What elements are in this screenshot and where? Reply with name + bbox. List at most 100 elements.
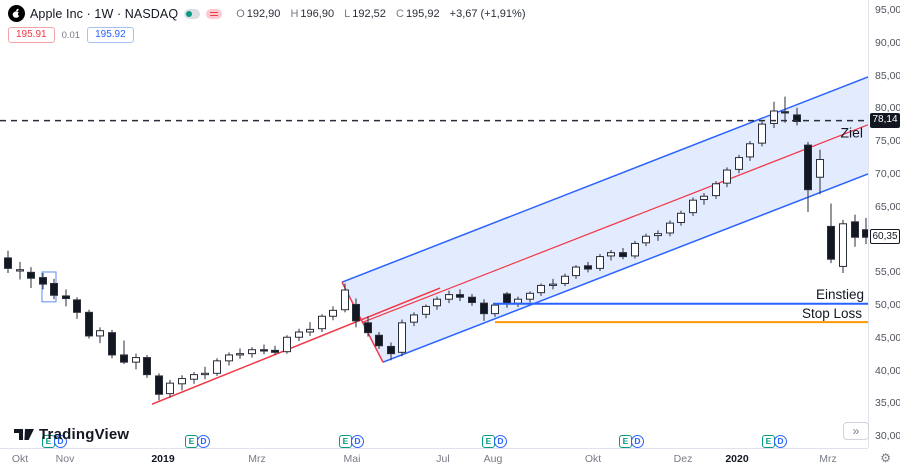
candle-up[interactable] <box>236 353 244 356</box>
dividend-badge[interactable]: D <box>197 435 210 448</box>
candle-up[interactable] <box>318 315 326 330</box>
trend-channel-lower-line[interactable] <box>382 173 868 363</box>
candle-up[interactable] <box>607 252 615 257</box>
candle-up[interactable] <box>631 242 639 257</box>
candle-up[interactable] <box>132 357 140 363</box>
candle-down[interactable] <box>108 332 116 356</box>
candle-up[interactable] <box>491 304 499 315</box>
chart-canvas[interactable]: Ziel Einstieg Stop Loss <box>0 0 868 448</box>
candle-up[interactable] <box>514 298 522 304</box>
candle-down[interactable] <box>851 221 859 238</box>
candle-down[interactable] <box>456 294 464 298</box>
candle-up[interactable] <box>283 336 291 353</box>
buy-price-button[interactable]: 195.92 <box>87 27 134 43</box>
candle-down[interactable] <box>120 354 128 363</box>
candle-down[interactable] <box>4 257 12 269</box>
dividend-badge[interactable]: D <box>631 435 644 448</box>
candle-up[interactable] <box>225 354 233 362</box>
candle-up[interactable] <box>537 284 545 294</box>
candle-up[interactable] <box>166 382 174 395</box>
candle-up[interactable] <box>410 314 418 323</box>
dividend-badge[interactable]: D <box>54 435 67 448</box>
candle-down[interactable] <box>781 111 789 114</box>
candle-up[interactable] <box>306 328 314 333</box>
candle-up[interactable] <box>712 183 720 197</box>
target-label[interactable]: Ziel <box>840 125 863 141</box>
candle-up[interactable] <box>248 349 256 355</box>
trend-channel-fill[interactable] <box>342 76 868 363</box>
candle-down[interactable] <box>85 311 93 337</box>
candle-down[interactable] <box>27 271 35 279</box>
candle-up[interactable] <box>572 266 580 277</box>
candle-up[interactable] <box>341 289 349 311</box>
candle-up[interactable] <box>398 322 406 353</box>
candle-up[interactable] <box>549 283 557 286</box>
candle-down[interactable] <box>804 144 812 191</box>
candle-up[interactable] <box>654 233 662 237</box>
candle-up[interactable] <box>16 269 24 272</box>
candle-down[interactable] <box>155 375 163 395</box>
axis-settings-gear-icon[interactable]: ⚙ <box>880 451 891 465</box>
candle-up[interactable] <box>839 223 847 267</box>
sell-price-button[interactable]: 195.91 <box>8 27 55 43</box>
candle-up[interactable] <box>433 298 441 307</box>
candle-down[interactable] <box>50 282 58 296</box>
candle-down[interactable] <box>375 334 383 347</box>
notifications-pill[interactable] <box>206 8 223 19</box>
candle-up[interactable] <box>677 212 685 223</box>
candle-down[interactable] <box>39 277 47 285</box>
candle-down[interactable] <box>827 225 835 260</box>
candle-up[interactable] <box>190 374 198 380</box>
target-price-badge[interactable]: 78,14 <box>870 113 900 129</box>
candle-up[interactable] <box>758 123 766 144</box>
trend-channel-upper-line[interactable] <box>341 76 868 283</box>
candle-down[interactable] <box>468 296 476 303</box>
candle-down[interactable] <box>73 299 81 313</box>
candle-up[interactable] <box>96 330 104 337</box>
price-axis[interactable]: 78,14 60,35 95,00 90,00 85,00 80,00 75,00 70,… <box>868 0 900 448</box>
earnings-badge[interactable]: E <box>619 435 632 448</box>
symbol-title[interactable]: Apple Inc · 1W · NASDAQ <box>30 6 179 21</box>
candle-up[interactable] <box>642 235 650 244</box>
dividend-badge[interactable]: D <box>351 435 364 448</box>
candle-down[interactable] <box>62 295 70 300</box>
candle-up[interactable] <box>526 292 534 300</box>
candle-up[interactable] <box>295 331 303 338</box>
candle-up[interactable] <box>561 275 569 284</box>
candle-up[interactable] <box>666 222 674 234</box>
candle-down[interactable] <box>260 349 268 352</box>
earnings-badge[interactable]: E <box>185 435 198 448</box>
candle-down[interactable] <box>584 265 592 270</box>
candle-up[interactable] <box>700 195 708 201</box>
candle-up[interactable] <box>770 110 778 124</box>
candle-up[interactable] <box>735 157 743 170</box>
trend-channel-midline[interactable] <box>362 124 868 323</box>
candle-up[interactable] <box>689 199 697 214</box>
candle-down[interactable] <box>271 349 279 353</box>
candle-up[interactable] <box>329 309 337 317</box>
tradingview-logo[interactable]: TradingView <box>14 426 129 443</box>
dividend-badge[interactable]: D <box>494 435 507 448</box>
candle-down[interactable] <box>352 303 360 322</box>
candle-down[interactable] <box>793 114 801 122</box>
candle-up[interactable] <box>445 294 453 300</box>
candle-up[interactable] <box>422 305 430 315</box>
time-axis[interactable]: Okt Nov 2019 Mrz Mai Jul Aug Okt Dez 2020 Mrz <box>0 448 868 468</box>
candle-down[interactable] <box>862 229 869 238</box>
candle-up[interactable] <box>723 169 731 184</box>
uptrend-line[interactable] <box>151 287 441 405</box>
candle-down[interactable] <box>480 302 488 315</box>
candle-up[interactable] <box>816 159 824 178</box>
candle-down[interactable] <box>364 322 372 334</box>
candle-up[interactable] <box>746 143 754 158</box>
candle-up[interactable] <box>213 360 221 374</box>
entry-label[interactable]: Einstieg <box>816 287 864 302</box>
go-to-recent-bar-button[interactable]: » <box>843 422 869 440</box>
candle-up[interactable] <box>178 378 186 385</box>
market-status-pill[interactable] <box>184 8 201 19</box>
candle-down[interactable] <box>503 293 511 305</box>
candle-up[interactable] <box>596 256 604 269</box>
candle-down[interactable] <box>387 345 395 355</box>
dividend-badge[interactable]: D <box>774 435 787 448</box>
candle-down[interactable] <box>619 252 627 258</box>
